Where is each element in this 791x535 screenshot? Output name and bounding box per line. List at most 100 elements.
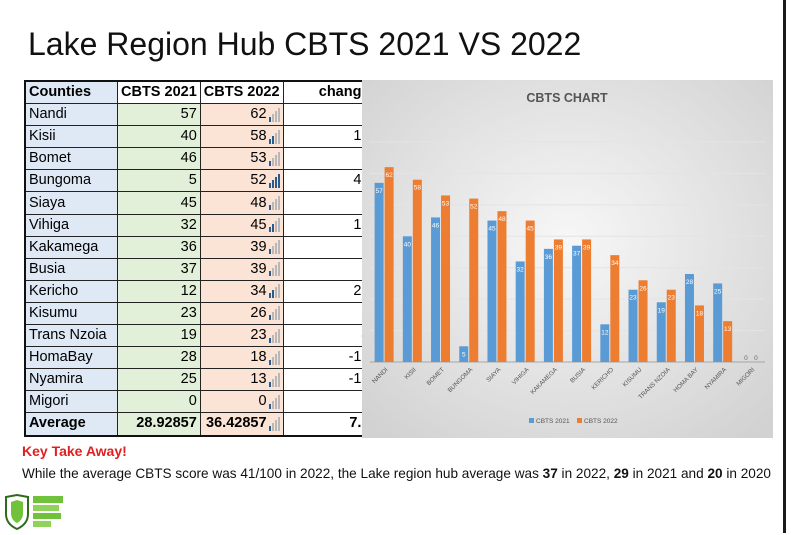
bar	[610, 255, 620, 362]
average-row: Average 28.92857 36.42857 7.5	[24, 412, 375, 436]
data-label: 58	[414, 185, 422, 192]
change-cell: 4	[282, 324, 375, 348]
key-takeaway-highlight: 20	[707, 466, 723, 481]
table-row: Nyamira 25 13 -12	[24, 368, 375, 392]
cbts-2021-cell: 28.92857	[117, 412, 201, 436]
change-cell: 3	[282, 191, 375, 215]
key-takeaway-highlight: 37	[542, 466, 558, 481]
bar	[656, 302, 666, 362]
cbts-2022-value: 39	[250, 260, 267, 277]
cbts-2021-cell: 40	[117, 125, 201, 149]
county-cell: Bomet	[24, 147, 118, 171]
cbts-2021-cell: 57	[117, 103, 201, 127]
key-takeaway-fragment: in 2022,	[557, 466, 614, 481]
cbts-2022-cell: 13	[199, 368, 284, 392]
bar	[600, 324, 610, 362]
sparkline-icon	[268, 173, 280, 188]
data-label: 62	[385, 172, 393, 179]
bar	[638, 280, 648, 362]
county-cell: Kakamega	[24, 235, 118, 259]
cbts-2022-value: 53	[250, 150, 267, 167]
change-cell: 22	[282, 279, 375, 303]
key-takeaway-text: While the average CBTS score was 41/100 …	[22, 466, 771, 481]
sparkline-icon	[268, 416, 280, 431]
change-cell: 2	[282, 257, 375, 281]
county-cell: Kisii	[24, 125, 118, 149]
county-cell: Average	[24, 412, 118, 436]
cbts-table: Counties CBTS 2021 CBTS 2022 change Nandi 57 6…	[24, 80, 375, 437]
cbts-2022-value: 62	[250, 106, 267, 123]
bar	[384, 167, 394, 362]
bar	[515, 261, 525, 362]
table-header-row: Counties CBTS 2021 CBTS 2022 change	[24, 80, 375, 105]
cbts-2022-value: 13	[250, 371, 267, 388]
column-header: Counties	[24, 80, 118, 105]
column-header: CBTS 2021	[117, 80, 201, 105]
cbts-2021-cell: 36	[117, 235, 201, 259]
cbts-2022-cell: 45	[199, 213, 284, 237]
data-label: 13	[724, 326, 732, 333]
cbts-2022-value: 45	[250, 216, 267, 233]
cbts-2022-value: 18	[250, 349, 267, 366]
column-header: CBTS 2022	[199, 80, 284, 105]
county-cell: Bungoma	[24, 169, 118, 193]
bar	[459, 346, 469, 362]
cbts-2022-value: 26	[250, 304, 267, 321]
chart-title: CBTS CHART	[526, 91, 608, 105]
bar	[694, 305, 704, 362]
bar	[684, 274, 694, 362]
cbts-2022-cell: 52	[199, 169, 284, 193]
cbts-2022-cell: 18	[199, 346, 284, 370]
data-label: 39	[583, 244, 591, 251]
bar	[412, 179, 422, 362]
sparkline-icon	[268, 129, 280, 144]
change-cell: 13	[282, 213, 375, 237]
bar	[497, 211, 507, 362]
bar	[572, 245, 582, 362]
county-cell: Migori	[24, 390, 118, 414]
key-takeaway-fragment: in 2021 and	[628, 466, 708, 481]
cbts-2021-cell: 28	[117, 346, 201, 370]
change-cell: -12	[282, 368, 375, 392]
data-label: 25	[714, 288, 722, 295]
sparkline-icon	[268, 262, 280, 277]
legend-entry: CBTS 2021	[536, 418, 570, 425]
cbts-2022-cell: 62	[199, 103, 284, 127]
county-cell: Vihiga	[24, 213, 118, 237]
cbts-2022-value: 48	[250, 194, 267, 211]
key-takeaway-highlight: 29	[613, 466, 629, 481]
cbts-2022-cell: 39	[199, 257, 284, 281]
cbts-2021-cell: 19	[117, 324, 201, 348]
data-label: 37	[573, 251, 581, 258]
cbts-2021-cell: 5	[117, 169, 201, 193]
cbts-chart: CBTS CHART 57 62 NANDI 40 58 KISII 46 53 BOMET 5 52…	[362, 80, 773, 438]
change-cell: 7	[282, 147, 375, 171]
data-label: 19	[658, 307, 666, 314]
county-cell: Nandi	[24, 103, 118, 127]
change-cell: 18	[282, 125, 375, 149]
cbts-2022-value: 39	[250, 238, 267, 255]
cbts-2021-cell: 12	[117, 279, 201, 303]
data-label: 26	[639, 285, 647, 292]
cbts-chart-svg: CBTS CHART5762NANDI4058KISII4653BOMET552…	[362, 80, 773, 438]
bar	[666, 289, 676, 362]
bar	[553, 239, 563, 362]
cbts-2022-value: 0	[258, 393, 267, 410]
chart-background	[362, 80, 773, 438]
change-cell: 0	[282, 390, 375, 414]
county-cell: Siaya	[24, 191, 118, 215]
change-cell: 47	[282, 169, 375, 193]
table-row: HomaBay 28 18 -10	[24, 346, 375, 370]
bar	[543, 248, 553, 362]
cbts-2022-value: 23	[250, 327, 267, 344]
bar	[723, 321, 733, 362]
cbts-2022-value: 52	[250, 172, 267, 189]
bar	[525, 220, 535, 362]
bar	[628, 289, 638, 362]
